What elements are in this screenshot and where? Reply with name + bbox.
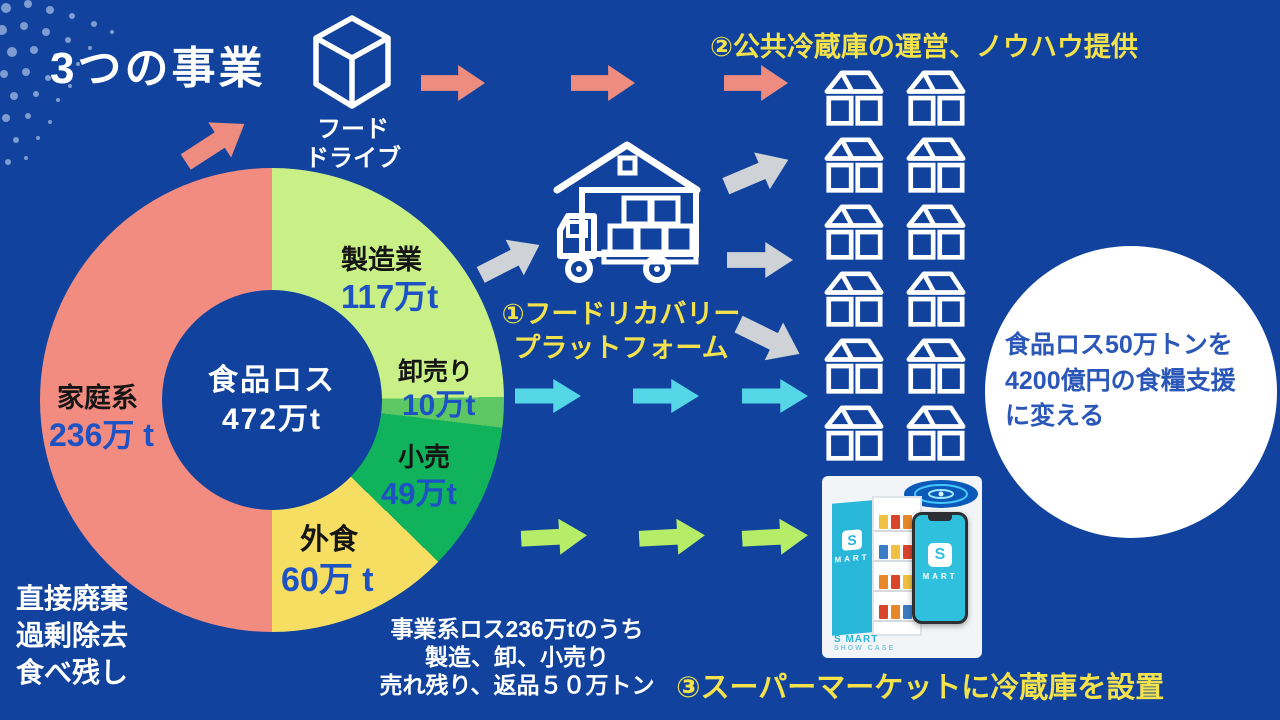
step2-heading: ②公共冷蔵庫の運営、ノウハウ提供 bbox=[710, 32, 1138, 62]
warehouse-icon bbox=[824, 70, 884, 126]
fridge-base-caption: S MART SHOW CASE bbox=[834, 634, 896, 652]
segment-value-manufacturing: 117万t bbox=[341, 278, 439, 315]
warehouse-icon bbox=[824, 137, 884, 193]
arrow-salmon-3 bbox=[724, 65, 788, 101]
warehouse-icon bbox=[824, 405, 884, 461]
goal-circle: 食品ロス50万トンを 4200億円の食糧支援 に変える bbox=[985, 246, 1277, 538]
step3-heading: ③スーパーマーケットに冷蔵庫を設置 bbox=[676, 672, 1165, 704]
arrow-green-3 bbox=[741, 517, 809, 556]
fridge-logo-text: MART bbox=[834, 552, 870, 565]
segment-value-restaurant: 60万 t bbox=[281, 561, 374, 599]
fridge-logo-icon: S bbox=[842, 529, 862, 551]
arrow-gray-2 bbox=[727, 242, 793, 278]
segment-label-wholesale: 卸売り bbox=[398, 358, 474, 386]
warehouse-icon bbox=[824, 204, 884, 260]
goal-text: 食品ロス50万トンを 4200億円の食糧支援 に変える bbox=[1005, 331, 1236, 430]
step1-heading: ①フードリカバリー プラットフォーム bbox=[501, 299, 741, 363]
dots-decoration bbox=[0, 0, 114, 165]
warehouse-icon bbox=[906, 271, 966, 327]
segment-label-restaurant: 外食 bbox=[300, 524, 359, 556]
phone-notch bbox=[928, 515, 952, 521]
warehouse-icon bbox=[824, 271, 884, 327]
arrow-cyan-3 bbox=[742, 379, 808, 413]
warehouse-icon bbox=[906, 405, 966, 461]
tech-fan-graphic bbox=[904, 480, 978, 508]
warehouse-icon bbox=[906, 70, 966, 126]
arrow-cyan-1 bbox=[515, 379, 581, 413]
phone-app-logo: S bbox=[928, 543, 952, 567]
arrow-salmon-1 bbox=[421, 65, 485, 101]
arrow-green-2 bbox=[638, 517, 706, 556]
arrow-cyan-2 bbox=[633, 379, 699, 413]
segment-label-household: 家庭系 bbox=[57, 383, 138, 413]
segment-label-manufacturing: 製造業 bbox=[341, 245, 422, 275]
warehouse-icon bbox=[906, 137, 966, 193]
business-loss-note: 事業系ロス236万tのうち 製造、卸、小売り 売れ残り、返品５０万トン bbox=[379, 616, 655, 699]
segment-value-retail: 49万t bbox=[381, 476, 457, 511]
food-drive-cube-icon bbox=[313, 15, 391, 109]
segment-label-retail: 小売 bbox=[398, 442, 451, 472]
warehouse-icon bbox=[824, 338, 884, 394]
arrow-green-1 bbox=[520, 517, 588, 556]
donut-center: 食品ロス 472万t bbox=[162, 290, 382, 510]
smart-fridge-phone: S MART bbox=[912, 512, 968, 624]
arrow-gray-1 bbox=[718, 141, 796, 204]
public-fridge-grid bbox=[822, 70, 968, 463]
household-loss-note: 直接廃棄 過剰除去 食べ残し bbox=[16, 583, 129, 688]
food-drive-label: フード ドライブ bbox=[305, 116, 401, 172]
segment-value-wholesale: 10万t bbox=[402, 389, 476, 422]
fridge-side-panel: S MART bbox=[832, 500, 872, 636]
phone-app-name: MART bbox=[922, 572, 958, 581]
food-recovery-truck-icon bbox=[553, 141, 701, 283]
page-title: 3つの事業 bbox=[50, 44, 266, 93]
arrow-salmon-2 bbox=[571, 65, 635, 101]
warehouse-icon bbox=[906, 338, 966, 394]
food-loss-donut-chart: 食品ロス 472万t bbox=[40, 168, 504, 632]
segment-value-household: 236万 t bbox=[49, 417, 154, 453]
donut-center-label: 食品ロス 472万t bbox=[208, 364, 336, 436]
smart-fridge-photo: S MART S MART S MART SHOW CASE bbox=[822, 476, 982, 658]
warehouse-icon bbox=[906, 204, 966, 260]
